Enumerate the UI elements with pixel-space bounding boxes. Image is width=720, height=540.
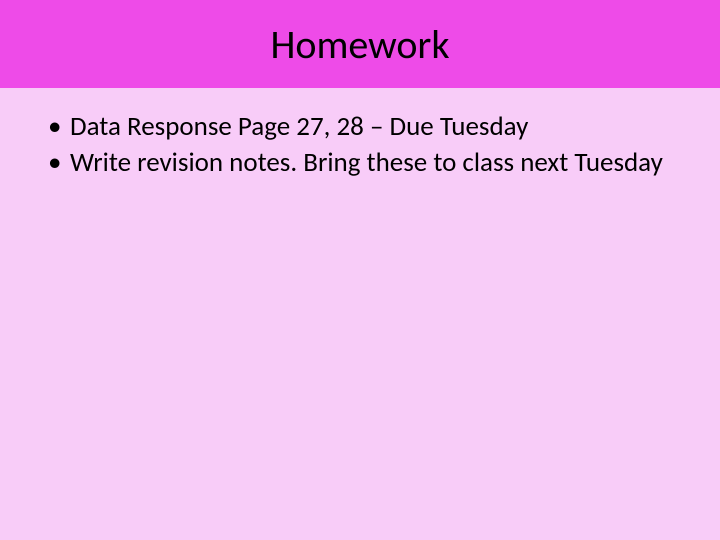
body-area: Data Response Page 27, 28 – Due Tuesday …	[0, 88, 720, 540]
bullet-item: Data Response Page 27, 28 – Due Tuesday	[48, 110, 680, 144]
bullet-item: Write revision notes. Bring these to cla…	[48, 146, 680, 180]
title-bar: Homework	[0, 0, 720, 88]
bullet-list: Data Response Page 27, 28 – Due Tuesday …	[48, 110, 680, 180]
slide-title: Homework	[270, 20, 449, 69]
slide-container: Homework Data Response Page 27, 28 – Due…	[0, 0, 720, 540]
